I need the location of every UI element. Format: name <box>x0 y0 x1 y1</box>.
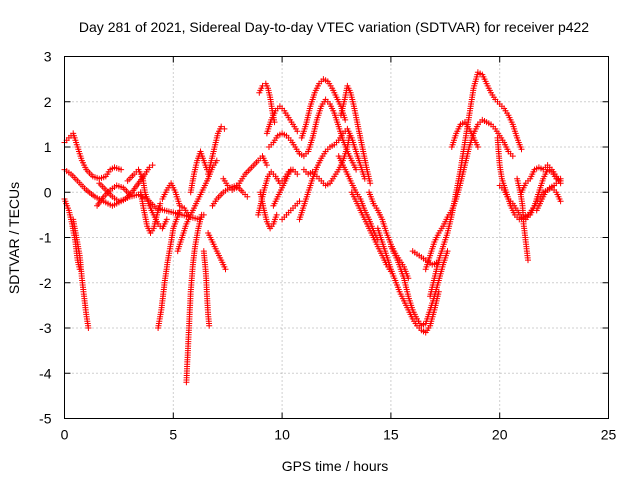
y-axis-label: SDTVAR / TECUs <box>6 182 22 294</box>
x-tick-label: 10 <box>274 427 290 443</box>
data-point <box>474 144 481 150</box>
data-point <box>146 164 153 171</box>
data-point <box>294 171 301 178</box>
data-point <box>213 157 220 164</box>
data-point <box>218 123 225 130</box>
data-point <box>296 198 303 205</box>
y-tick-label: 2 <box>44 94 52 110</box>
data-point <box>342 116 349 123</box>
data-point <box>221 125 228 132</box>
axis-ticks: 0 5 10 15 20 25 -5 -4 -3 -2 -1 0 1 2 3 <box>39 49 616 443</box>
y-tick-label: -2 <box>39 275 52 291</box>
data-point <box>557 198 564 205</box>
data-point <box>273 211 280 218</box>
y-tick-label: -4 <box>39 365 52 381</box>
data-point <box>222 266 229 273</box>
data-point <box>244 193 251 200</box>
data-point <box>163 216 170 223</box>
data-point <box>287 166 294 173</box>
data-point <box>444 248 451 255</box>
x-axis-label: GPS time / hours <box>282 458 389 474</box>
y-tick-label: -3 <box>39 320 52 336</box>
data-point <box>509 153 516 160</box>
data-point <box>525 257 531 264</box>
data-point <box>263 162 270 169</box>
data-point <box>198 211 205 218</box>
y-tick-label: 3 <box>44 49 52 65</box>
y-tick-label: -5 <box>39 411 52 427</box>
data-point <box>557 177 564 184</box>
data-point <box>85 325 92 331</box>
data-point <box>206 322 213 329</box>
data-point <box>118 166 125 173</box>
data-point <box>367 180 374 187</box>
x-tick-label: 0 <box>61 427 69 443</box>
data-point <box>518 146 525 153</box>
chart-title: Day 281 of 2021, Sidereal Day-to-day VTE… <box>79 19 589 35</box>
x-tick-label: 20 <box>492 427 508 443</box>
y-tick-label: 0 <box>44 184 52 200</box>
data-points <box>61 69 564 386</box>
data-point <box>149 162 156 169</box>
y-tick-label: 1 <box>44 139 52 155</box>
data-point <box>157 200 164 207</box>
y-tick-label: -1 <box>39 230 52 246</box>
data-point <box>346 132 353 139</box>
x-tick-label: 5 <box>169 427 177 443</box>
data-point <box>294 128 301 135</box>
data-point <box>353 166 360 173</box>
x-tick-label: 15 <box>383 427 399 443</box>
x-tick-label: 25 <box>601 427 617 443</box>
